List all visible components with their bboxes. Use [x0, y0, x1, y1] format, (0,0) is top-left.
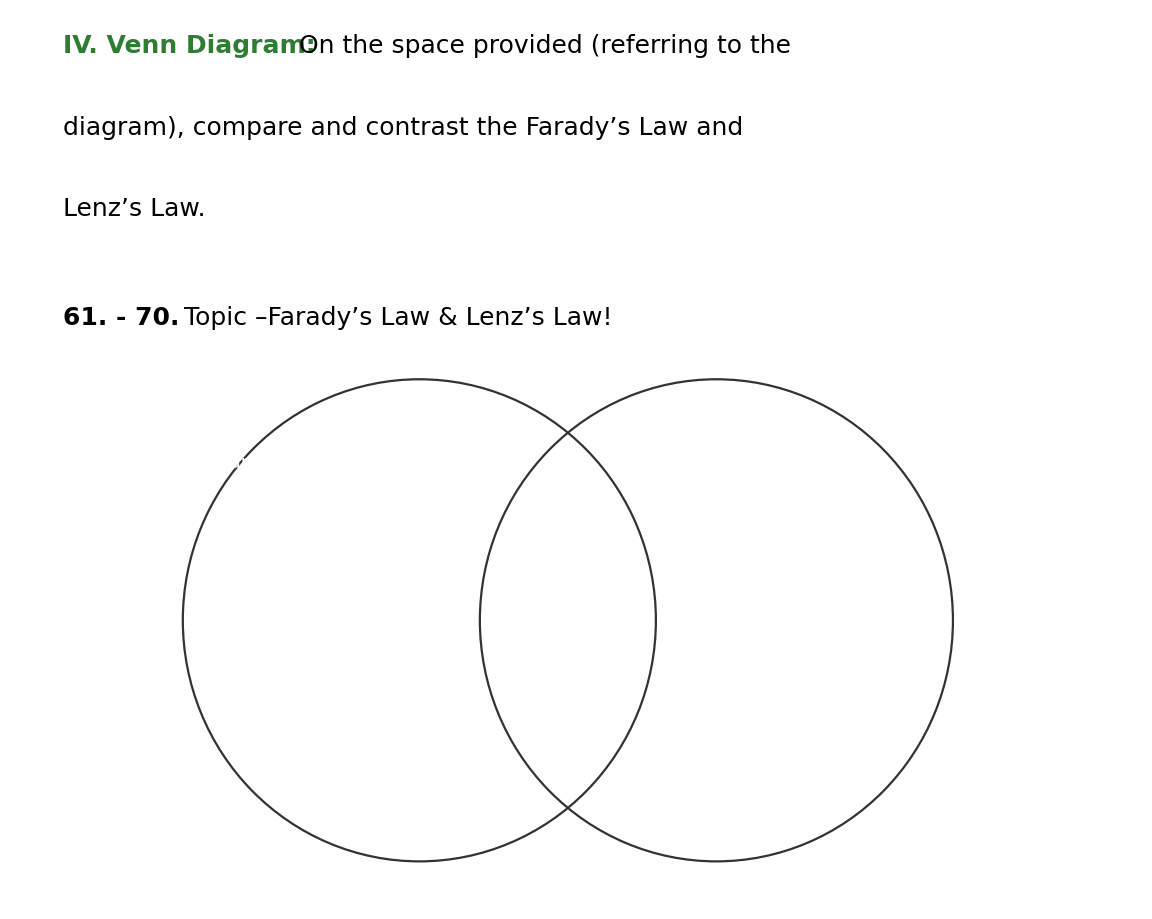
Text: diagram), compare and contrast the Farady’s Law and: diagram), compare and contrast the Farad…	[63, 116, 743, 140]
Text: On the space provided (referring to the: On the space provided (referring to the	[291, 34, 791, 58]
Text: 61. - 70.: 61. - 70.	[63, 306, 180, 330]
Text: Lenz’s Law.: Lenz’s Law.	[63, 198, 206, 221]
Text: Farady’s Law: Farady’s Law	[221, 454, 339, 472]
Text: IV. Venn Diagram:: IV. Venn Diagram:	[63, 34, 316, 58]
Text: Topic –Farady’s Law & Lenz’s Law!: Topic –Farady’s Law & Lenz’s Law!	[176, 306, 613, 330]
Text: Lenz’s Law: Lenz’s Law	[738, 454, 836, 472]
